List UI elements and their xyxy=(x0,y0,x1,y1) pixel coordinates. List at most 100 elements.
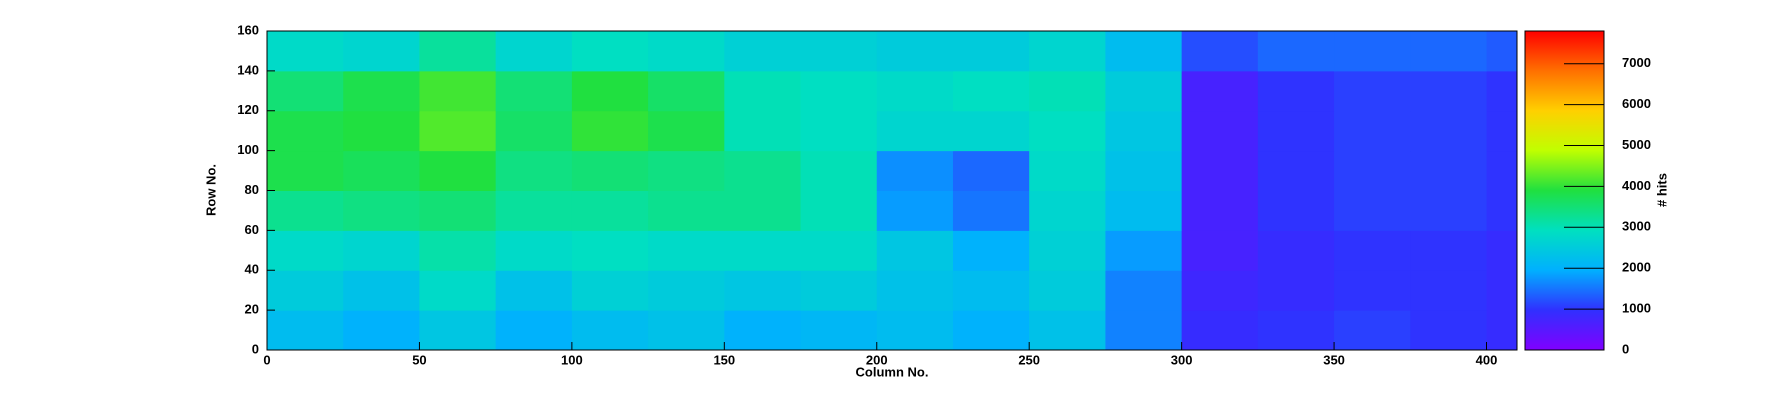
heatmap-cell xyxy=(1257,110,1335,152)
heatmap-cell xyxy=(876,31,954,72)
heatmap-cell xyxy=(1029,150,1106,191)
heatmap-cell xyxy=(1334,270,1411,311)
heatmap-cell xyxy=(571,31,649,72)
heatmap-cell xyxy=(1257,270,1335,311)
heatmap-cell xyxy=(267,230,344,271)
heatmap-cell xyxy=(1029,70,1106,112)
heatmap-cell xyxy=(648,310,725,351)
heatmap-cell xyxy=(952,31,1030,72)
heatmap-cell xyxy=(267,31,344,72)
heatmap-cell xyxy=(800,110,878,152)
heatmap-cell xyxy=(1410,310,1488,351)
heatmap-cell xyxy=(1029,270,1106,311)
heatmap-cell xyxy=(495,70,573,112)
heatmap-cell xyxy=(1181,310,1259,351)
heatmap-cell xyxy=(495,230,573,271)
heatmap-cell xyxy=(1257,190,1335,231)
heatmap-cell xyxy=(343,310,420,351)
heatmap-cell xyxy=(1105,270,1183,311)
heatmap-cell xyxy=(1105,230,1183,271)
heatmap-cell xyxy=(343,230,420,271)
heatmap-cell xyxy=(952,310,1030,351)
x-tick-label: 0 xyxy=(263,352,270,367)
y-axis-label: Row No. xyxy=(203,164,218,216)
heatmap-cell xyxy=(419,110,497,152)
heatmap-cell xyxy=(1257,230,1335,271)
heatmap-cell xyxy=(800,270,878,311)
heatmap-cell xyxy=(1410,150,1488,191)
heatmap-cell xyxy=(267,310,344,351)
colorbar-tick-label: 2000 xyxy=(1622,260,1651,275)
heatmap-cell xyxy=(876,230,954,271)
heatmap-cell xyxy=(648,70,725,112)
heatmap-cell xyxy=(1486,270,1518,311)
heatmap-cell xyxy=(1334,110,1411,152)
heatmap-cell xyxy=(876,190,954,231)
heatmap-cell xyxy=(1334,230,1411,271)
colorbar-label: # hits xyxy=(1654,173,1669,207)
heatmap-cell xyxy=(267,110,344,152)
heatmap-cell xyxy=(571,110,649,152)
heatmap-cell xyxy=(724,31,802,72)
heatmap-cell xyxy=(495,150,573,191)
y-tick-label: 100 xyxy=(237,142,259,157)
heatmap-cell xyxy=(724,270,802,311)
heatmap-cell xyxy=(1181,270,1259,311)
heatmap-cell xyxy=(267,70,344,112)
heatmap-cell xyxy=(419,70,497,112)
heatmap-cell xyxy=(267,270,344,311)
heatmap-cell xyxy=(571,230,649,271)
colorbar-tick-label: 6000 xyxy=(1622,96,1651,111)
heatmap-cell xyxy=(800,31,878,72)
heatmap-cell xyxy=(648,230,725,271)
heatmap-cell xyxy=(1334,31,1411,72)
heatmap-cell xyxy=(343,270,420,311)
colorbar xyxy=(1524,30,1605,351)
heatmap-cell xyxy=(1486,150,1518,191)
heatmap-cell xyxy=(800,310,878,351)
colorbar-tick-label: 3000 xyxy=(1622,219,1651,234)
heatmap-cell xyxy=(1410,190,1488,231)
heatmap-cell xyxy=(800,230,878,271)
heatmap-cell xyxy=(952,70,1030,112)
colorbar-tick-label: 4000 xyxy=(1622,178,1651,193)
x-tick-label: 250 xyxy=(1018,352,1040,367)
colorbar-tick-label: 0 xyxy=(1622,341,1629,356)
heatmap-cell xyxy=(800,70,878,112)
heatmap-cell xyxy=(1105,150,1183,191)
heatmap-cell xyxy=(419,270,497,311)
heatmap-cell xyxy=(648,270,725,311)
colorbar-tick-label: 1000 xyxy=(1622,301,1651,316)
heatmap-cell xyxy=(1334,310,1411,351)
heatmap-cell xyxy=(1410,270,1488,311)
y-tick-label: 120 xyxy=(237,102,259,117)
heatmap-cell xyxy=(1181,110,1259,152)
heatmap-cell xyxy=(876,150,954,191)
heatmap-cell xyxy=(952,110,1030,152)
heatmap-cell xyxy=(1257,150,1335,191)
heatmap-cell xyxy=(1257,31,1335,72)
y-tick-label: 60 xyxy=(245,222,259,237)
heatmap-cell xyxy=(1334,70,1411,112)
heatmap-cell xyxy=(724,110,802,152)
heatmap-cell xyxy=(724,190,802,231)
heatmap-cell xyxy=(343,70,420,112)
heatmap-cell xyxy=(495,270,573,311)
heatmap-cell xyxy=(1181,70,1259,112)
x-tick-label: 300 xyxy=(1171,352,1193,367)
heatmap-cell xyxy=(495,190,573,231)
heatmap-cell xyxy=(1334,190,1411,231)
heatmap-cell xyxy=(1029,310,1106,351)
heatmap-cell xyxy=(724,150,802,191)
heatmap-cell xyxy=(1486,31,1518,72)
heatmap-cell xyxy=(1105,310,1183,351)
heatmap-cell xyxy=(952,150,1030,191)
heatmap-cell xyxy=(952,230,1030,271)
heatmap-cell xyxy=(876,270,954,311)
heatmap-cell xyxy=(343,31,420,72)
heatmap-cell xyxy=(495,31,573,72)
heatmap-cell xyxy=(724,230,802,271)
y-tick-label: 40 xyxy=(245,262,259,277)
heatmap-cell xyxy=(1105,70,1183,112)
heatmap-cell xyxy=(800,150,878,191)
